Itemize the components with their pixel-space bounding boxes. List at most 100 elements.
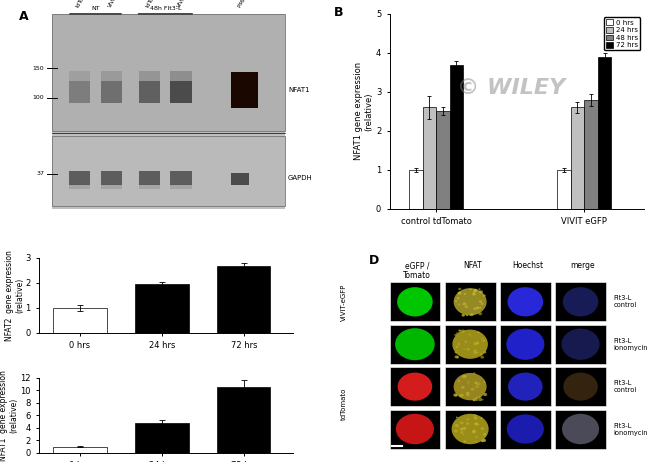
Bar	[170, 171, 192, 184]
Circle shape	[466, 392, 469, 395]
Text: VIVIT-eGFP: VIVIT-eGFP	[177, 0, 196, 9]
Bar	[53, 446, 107, 453]
Circle shape	[473, 430, 476, 432]
Bar	[500, 325, 551, 364]
Circle shape	[457, 343, 460, 346]
Circle shape	[480, 303, 484, 305]
Circle shape	[482, 340, 485, 342]
Circle shape	[454, 352, 457, 353]
Text: B: B	[333, 6, 343, 19]
Bar	[101, 171, 122, 184]
Circle shape	[472, 430, 476, 434]
Text: eGFP /
Tomato: eGFP / Tomato	[403, 261, 431, 280]
Circle shape	[454, 355, 458, 359]
Circle shape	[473, 417, 478, 419]
Circle shape	[458, 329, 462, 332]
Ellipse shape	[454, 373, 487, 400]
Circle shape	[473, 399, 476, 401]
Circle shape	[477, 383, 480, 385]
Circle shape	[458, 288, 462, 290]
Circle shape	[458, 380, 460, 382]
Circle shape	[473, 342, 477, 346]
Bar	[557, 170, 571, 209]
Ellipse shape	[508, 287, 543, 316]
Ellipse shape	[564, 372, 598, 401]
Circle shape	[479, 300, 482, 303]
Circle shape	[453, 393, 458, 396]
Ellipse shape	[563, 287, 599, 316]
Circle shape	[465, 305, 468, 308]
Bar	[231, 73, 258, 108]
Y-axis label: NFAT2  gene expression
(relative): NFAT2 gene expression (relative)	[5, 250, 24, 340]
Circle shape	[478, 332, 480, 333]
Circle shape	[478, 288, 480, 290]
Circle shape	[479, 290, 483, 293]
Bar	[389, 282, 440, 321]
Bar	[135, 423, 188, 453]
Circle shape	[483, 381, 485, 383]
Circle shape	[460, 432, 463, 434]
Y-axis label: NFAT1 gene expression
(relative): NFAT1 gene expression (relative)	[354, 62, 373, 160]
Circle shape	[469, 334, 471, 335]
Circle shape	[472, 293, 476, 296]
Text: D: D	[369, 254, 380, 267]
Circle shape	[476, 399, 478, 401]
Bar	[101, 71, 122, 80]
Bar	[571, 108, 584, 209]
Circle shape	[465, 341, 467, 343]
Text: tdTomato: tdTomato	[75, 0, 92, 9]
Circle shape	[460, 428, 463, 431]
Circle shape	[476, 423, 479, 426]
Text: 48h Flt3-L: 48h Flt3-L	[150, 6, 181, 11]
Bar	[422, 108, 436, 209]
Bar	[445, 409, 495, 449]
Circle shape	[458, 332, 460, 333]
Ellipse shape	[454, 288, 487, 316]
Text: A: A	[19, 10, 29, 23]
Bar	[555, 325, 606, 364]
Text: NT: NT	[91, 6, 100, 11]
Circle shape	[456, 346, 458, 348]
Circle shape	[476, 383, 479, 385]
Circle shape	[458, 292, 461, 294]
Bar	[138, 80, 161, 103]
Bar	[500, 409, 551, 449]
Ellipse shape	[562, 414, 599, 444]
Ellipse shape	[452, 329, 488, 359]
Circle shape	[473, 414, 476, 417]
Ellipse shape	[395, 328, 435, 360]
Circle shape	[480, 417, 482, 419]
Circle shape	[474, 350, 476, 351]
Bar	[445, 325, 495, 364]
Circle shape	[466, 418, 469, 420]
Circle shape	[457, 297, 460, 299]
Bar	[135, 284, 188, 333]
Circle shape	[466, 348, 470, 351]
Circle shape	[483, 393, 487, 396]
Circle shape	[473, 372, 476, 375]
Bar	[69, 171, 90, 184]
Bar	[217, 387, 270, 453]
Bar	[389, 409, 440, 449]
Circle shape	[466, 422, 469, 425]
Circle shape	[473, 351, 478, 354]
Text: Flt3-L
control: Flt3-L control	[613, 295, 636, 308]
Circle shape	[479, 307, 482, 309]
Bar	[170, 80, 192, 103]
Circle shape	[473, 307, 477, 310]
Bar	[500, 282, 551, 321]
Circle shape	[456, 356, 459, 359]
Circle shape	[458, 304, 460, 305]
Bar	[217, 267, 270, 333]
Bar	[555, 409, 606, 449]
Circle shape	[462, 375, 466, 378]
Circle shape	[480, 353, 483, 355]
Ellipse shape	[396, 414, 434, 444]
Bar	[52, 14, 285, 131]
Circle shape	[482, 294, 486, 297]
Circle shape	[476, 341, 479, 344]
Bar	[445, 367, 495, 406]
Circle shape	[454, 430, 458, 432]
Text: PMA T cells: PMA T cells	[238, 0, 257, 9]
Circle shape	[461, 329, 465, 333]
